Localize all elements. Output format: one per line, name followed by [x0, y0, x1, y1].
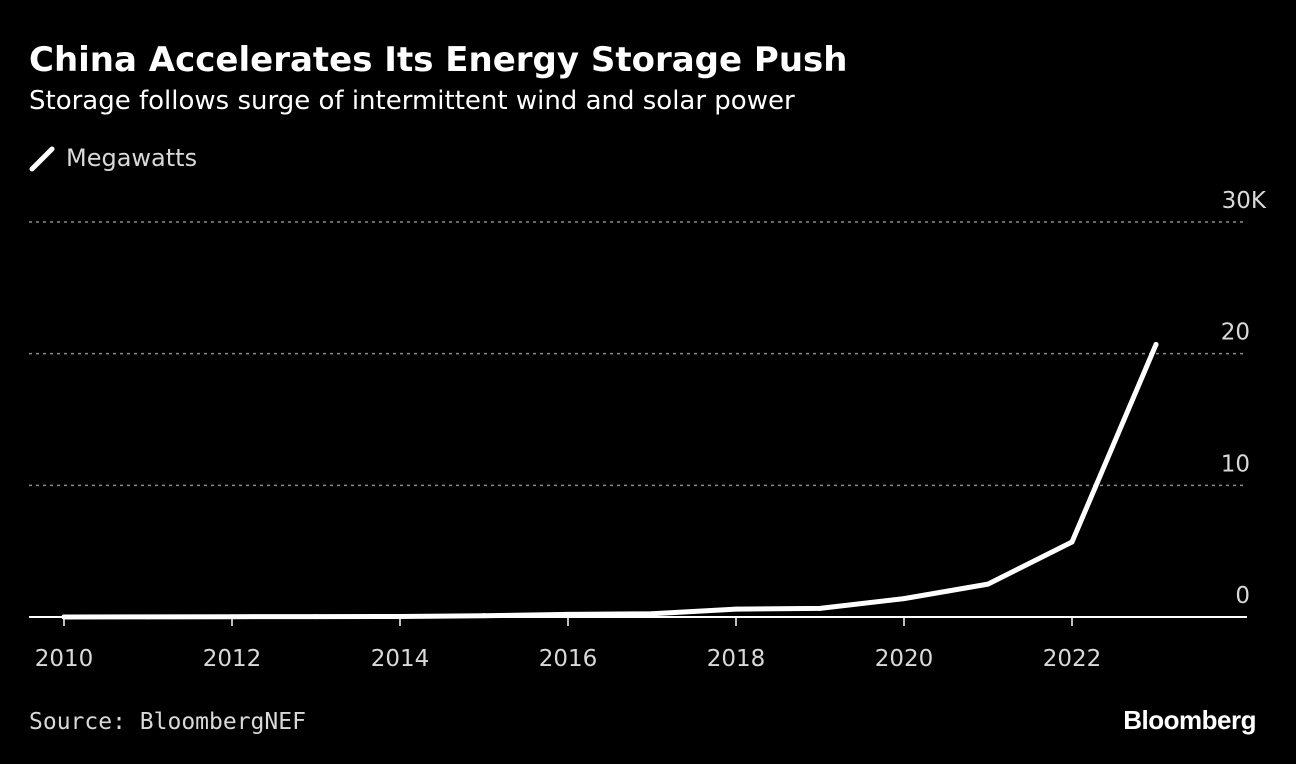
legend-line-icon — [29, 146, 55, 172]
grid-layer — [29, 221, 1247, 618]
x-tick-label: 2018 — [707, 646, 766, 672]
x-tick-label: 2014 — [371, 646, 430, 672]
data-point — [145, 614, 151, 620]
series-line-megawatts — [61, 342, 1159, 620]
data-point — [985, 581, 991, 587]
x-tick-label: 2016 — [539, 646, 598, 672]
legend-label: Megawatts — [66, 144, 198, 172]
y-tick-label: 0 — [1235, 583, 1250, 609]
data-point — [397, 613, 403, 619]
data-point — [1153, 341, 1159, 347]
x-tick-label: 2010 — [35, 646, 94, 672]
source-note: Source: BloombergNEF — [29, 709, 306, 735]
x-tick-label: 2020 — [875, 646, 934, 672]
x-axis: 2010 2012 2014 2016 2018 2020 2022 — [35, 617, 1102, 672]
y-axis: 0 10 20 30K — [1221, 188, 1267, 609]
data-point — [901, 596, 907, 602]
y-tick-label: 10 — [1221, 451, 1250, 477]
y-tick-label: 20 — [1221, 320, 1250, 346]
data-point — [1069, 539, 1075, 545]
legend: Megawatts — [29, 140, 197, 176]
data-point — [61, 614, 67, 620]
data-point — [229, 614, 235, 620]
x-tick-label: 2022 — [1043, 646, 1102, 672]
chart-subtitle: Storage follows surge of intermittent wi… — [29, 86, 795, 116]
chart-title: China Accelerates Its Energy Storage Pus… — [29, 40, 848, 80]
data-point — [733, 606, 739, 612]
data-point — [481, 613, 487, 619]
y-tick-label: 30K — [1222, 188, 1267, 214]
data-point — [649, 611, 655, 617]
data-point — [313, 614, 319, 620]
data-point — [817, 605, 823, 611]
series-layer — [61, 341, 1159, 620]
bloomberg-logo: Bloomberg — [1123, 705, 1256, 735]
data-point — [565, 611, 571, 617]
x-tick-label: 2012 — [203, 646, 262, 672]
